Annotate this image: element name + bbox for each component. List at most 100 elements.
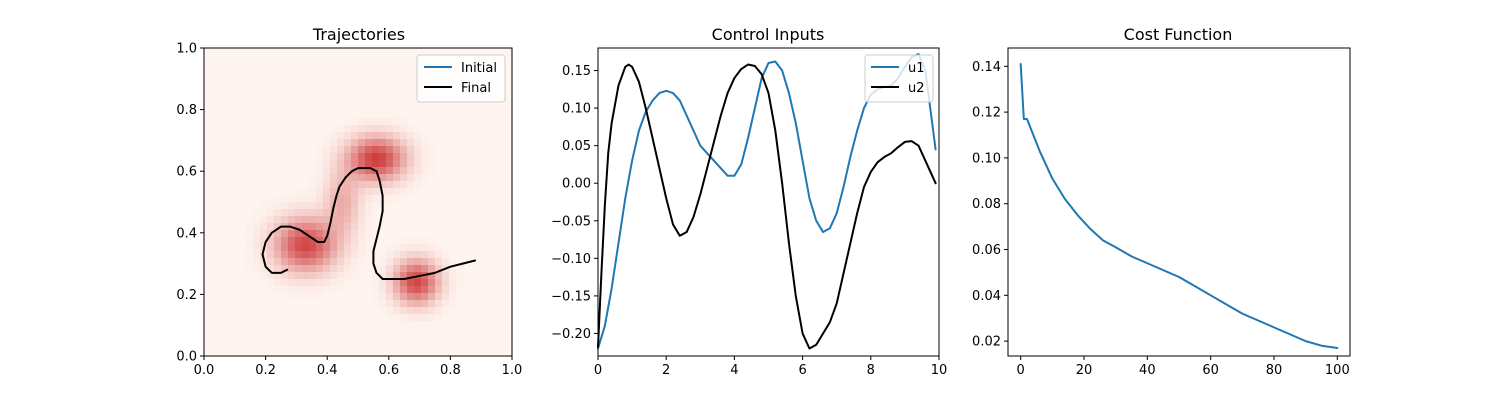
heatmap-cell bbox=[204, 335, 212, 343]
heatmap-cell bbox=[239, 314, 247, 322]
heatmap-cell bbox=[456, 139, 464, 147]
u2-series-line bbox=[597, 63, 937, 350]
heatmap-cell bbox=[358, 195, 366, 203]
heatmap-cell bbox=[400, 62, 408, 70]
heatmap-cell bbox=[309, 286, 317, 294]
heatmap-cell bbox=[260, 118, 268, 126]
heatmap-cell bbox=[505, 258, 513, 266]
heatmap-cell bbox=[344, 230, 352, 238]
heatmap-cell bbox=[337, 321, 345, 329]
heatmap-cell bbox=[470, 111, 478, 119]
heatmap-cell bbox=[323, 265, 331, 273]
heatmap-cell bbox=[393, 90, 401, 98]
heatmap-cell bbox=[505, 118, 513, 126]
heatmap-cell bbox=[372, 174, 380, 182]
heatmap-cell bbox=[337, 90, 345, 98]
heatmap-cell bbox=[232, 286, 240, 294]
heatmap-cell bbox=[344, 146, 352, 154]
heatmap-cell bbox=[267, 160, 275, 168]
heatmap-cell bbox=[505, 181, 513, 189]
heatmap-cell bbox=[428, 132, 436, 140]
heatmap-cell bbox=[407, 195, 415, 203]
heatmap-cell bbox=[239, 174, 247, 182]
heatmap-cell bbox=[316, 342, 324, 350]
heatmap-cell bbox=[358, 223, 366, 231]
heatmap-cell bbox=[414, 174, 422, 182]
heatmap-cell bbox=[372, 111, 380, 119]
heatmap-cell bbox=[288, 244, 296, 252]
heatmap-cell bbox=[260, 335, 268, 343]
heatmap-cell bbox=[358, 265, 366, 273]
heatmap-cell bbox=[288, 55, 296, 63]
y-tick-label: 0.06 bbox=[972, 243, 1001, 258]
heatmap-cell bbox=[281, 307, 289, 315]
heatmap-cell bbox=[246, 62, 254, 70]
heatmap-cell bbox=[337, 286, 345, 294]
heatmap-cell bbox=[379, 111, 387, 119]
heatmap-cell bbox=[323, 202, 331, 210]
heatmap-cell bbox=[358, 349, 366, 357]
heatmap-cell bbox=[225, 272, 233, 280]
heatmap-cell bbox=[505, 335, 513, 343]
heatmap-cell bbox=[330, 300, 338, 308]
heatmap-cell bbox=[372, 104, 380, 112]
heatmap-cell bbox=[274, 139, 282, 147]
heatmap-cell bbox=[281, 300, 289, 308]
heatmap-cell bbox=[400, 55, 408, 63]
heatmap-cell bbox=[309, 251, 317, 259]
heatmap-cell bbox=[365, 90, 373, 98]
heatmap-cell bbox=[428, 230, 436, 238]
heatmap-cell bbox=[372, 230, 380, 238]
heatmap-cell bbox=[456, 286, 464, 294]
heatmap-cell bbox=[449, 272, 457, 280]
heatmap-cell bbox=[239, 237, 247, 245]
heatmap-cell bbox=[211, 97, 219, 105]
heatmap-cell bbox=[204, 258, 212, 266]
heatmap-cell bbox=[330, 223, 338, 231]
heatmap-cell bbox=[323, 349, 331, 357]
heatmap-cell bbox=[442, 349, 450, 357]
heatmap-cell bbox=[421, 202, 429, 210]
heatmap-cell bbox=[309, 279, 317, 287]
heatmap-cell bbox=[302, 111, 310, 119]
heatmap-cell bbox=[449, 335, 457, 343]
heatmap-cell bbox=[232, 279, 240, 287]
heatmap-cell bbox=[491, 321, 499, 329]
heatmap-cell bbox=[477, 118, 485, 126]
heatmap-cell bbox=[470, 279, 478, 287]
heatmap-cell bbox=[253, 293, 261, 301]
heatmap-cell bbox=[386, 160, 394, 168]
heatmap-cell bbox=[211, 195, 219, 203]
heatmap-cell bbox=[477, 230, 485, 238]
heatmap-cell bbox=[302, 55, 310, 63]
heatmap-cell bbox=[456, 48, 464, 56]
heatmap-cell bbox=[414, 188, 422, 196]
heatmap-cell bbox=[407, 272, 415, 280]
heatmap-cell bbox=[498, 237, 506, 245]
heatmap-cell bbox=[484, 209, 492, 217]
heatmap-cell bbox=[400, 272, 408, 280]
heatmap-cell bbox=[379, 328, 387, 336]
heatmap-cell bbox=[267, 258, 275, 266]
heatmap-cell bbox=[463, 209, 471, 217]
heatmap-cell bbox=[253, 97, 261, 105]
heatmap-cell bbox=[358, 314, 366, 322]
heatmap-cell bbox=[463, 237, 471, 245]
heatmap-cell bbox=[358, 55, 366, 63]
heatmap-cell bbox=[218, 202, 226, 210]
heatmap-cell bbox=[421, 342, 429, 350]
heatmap-cell bbox=[491, 328, 499, 336]
heatmap-cell bbox=[414, 237, 422, 245]
heatmap-cell bbox=[407, 69, 415, 77]
heatmap-cell bbox=[484, 265, 492, 273]
heatmap-cell bbox=[211, 209, 219, 217]
heatmap-cell bbox=[246, 83, 254, 91]
heatmap-cell bbox=[463, 230, 471, 238]
heatmap-cell bbox=[379, 258, 387, 266]
heatmap-cell bbox=[246, 328, 254, 336]
heatmap-cell bbox=[267, 237, 275, 245]
heatmap-cell bbox=[246, 223, 254, 231]
heatmap-cell bbox=[365, 118, 373, 126]
heatmap-cell bbox=[442, 237, 450, 245]
heatmap-cell bbox=[379, 48, 387, 56]
